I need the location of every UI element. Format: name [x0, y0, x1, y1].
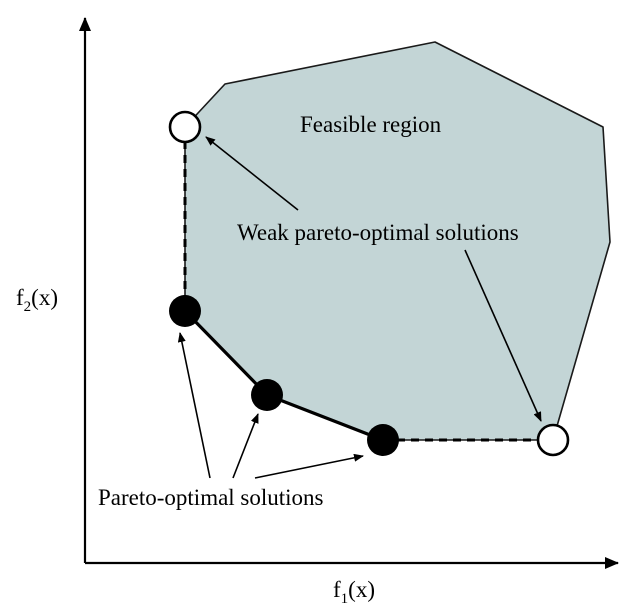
pareto-point — [367, 424, 399, 456]
pareto-arrow-3 — [254, 453, 364, 479]
weak-pareto-point — [536, 423, 570, 457]
feasible-region-label: Feasible region — [300, 112, 442, 137]
weak-arrow-right — [464, 249, 542, 422]
pareto-arrow-2 — [232, 413, 259, 479]
weak-pareto-point — [168, 110, 202, 144]
y-axis-label: f2(x) — [16, 285, 58, 315]
pareto-point — [169, 295, 201, 327]
weak-pareto-label: Weak pareto-optimal solutions — [237, 220, 519, 245]
pareto-arrow-1 — [177, 332, 211, 479]
weak-arrow-left — [205, 136, 299, 211]
x-axis-label: f1(x) — [333, 577, 375, 607]
pareto-label: Pareto-optimal solutions — [98, 485, 324, 510]
pareto-point — [251, 379, 283, 411]
